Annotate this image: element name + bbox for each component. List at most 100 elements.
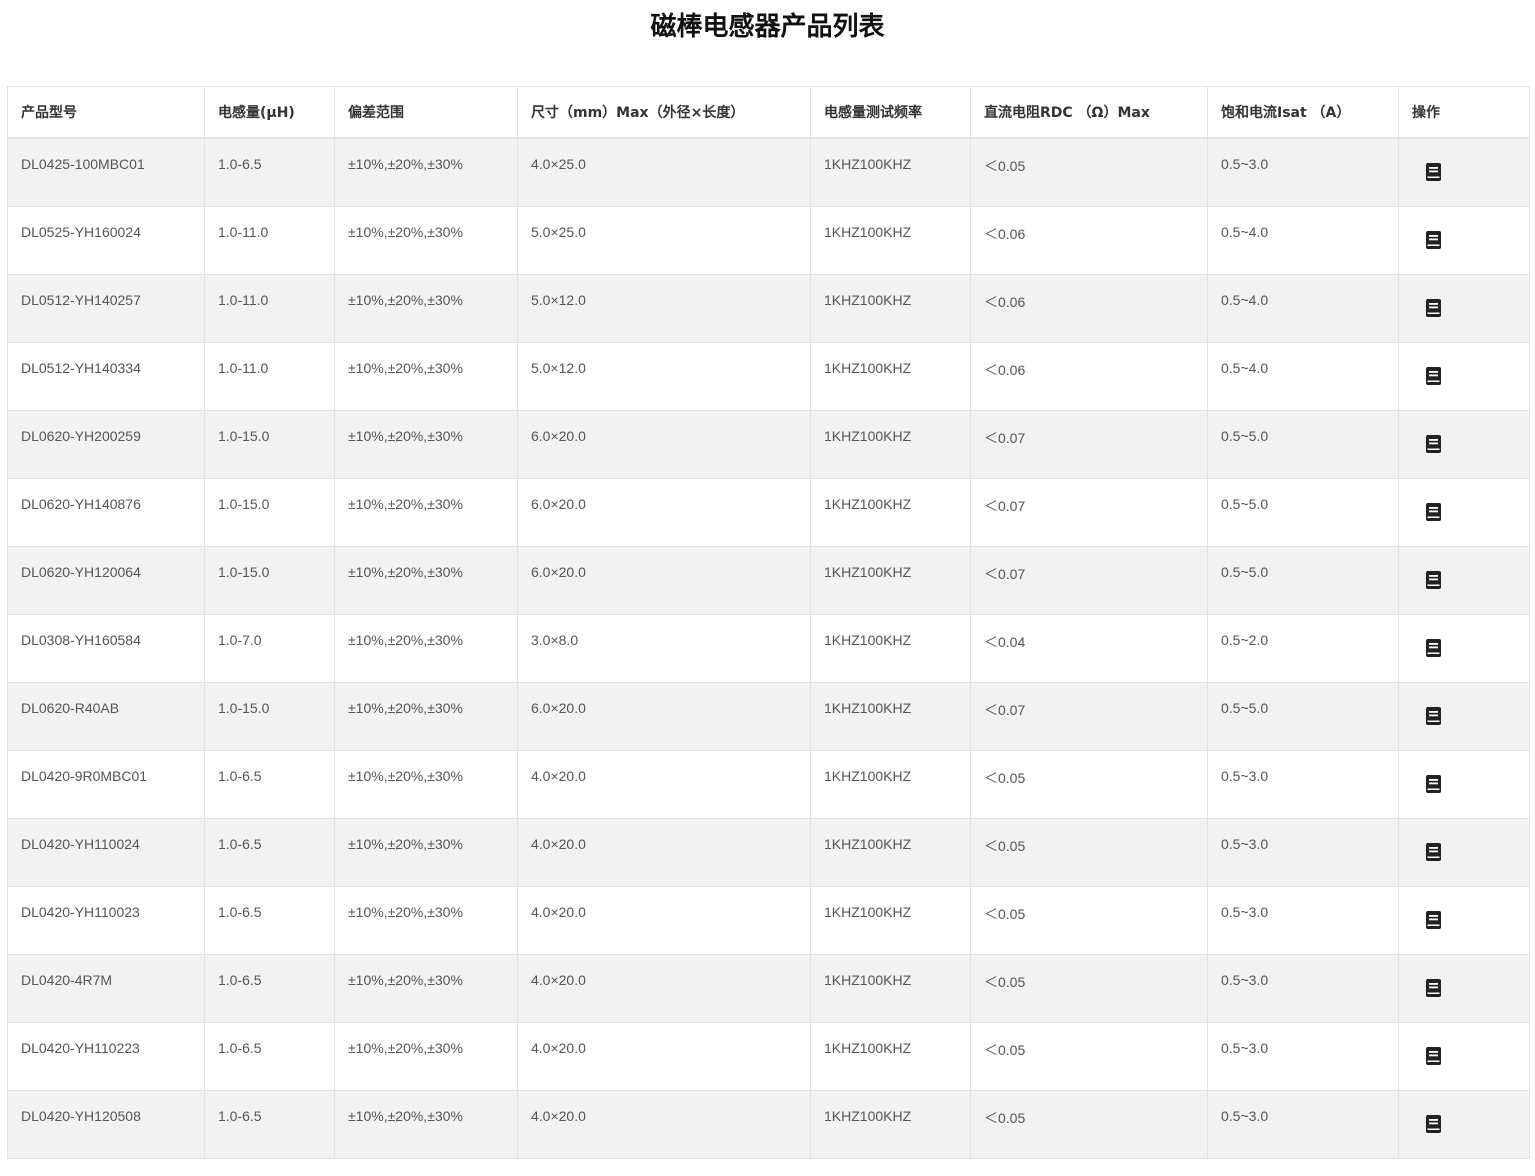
cell-tolerance: ±10%,±20%,±30% [334, 953, 518, 1023]
table-row: DL0420-YH110024 1.0-6.5 ±10%,±20%,±30% 4.0×… [7, 817, 1530, 887]
table-row: DL0308-YH160584 1.0-7.0 ±10%,±20%,±30% 3.0×… [7, 613, 1530, 683]
book-icon[interactable] [1426, 230, 1441, 252]
cell-model: DL0420-4R7M [7, 953, 205, 1023]
table-header-row: 产品型号 电感量(μH) 偏差范围 尺寸（mm）Max（外径×长度） 电感量测试频率 直流… [7, 86, 1530, 139]
cell-action [1398, 749, 1530, 819]
cell-inductance: 1.0-6.5 [204, 817, 335, 887]
cell-saturation-current: 0.5~4.0 [1207, 341, 1399, 411]
cell-dc-resistance: ＜0.06 [970, 341, 1208, 411]
cell-tolerance: ±10%,±20%,±30% [334, 273, 518, 343]
cell-dc-resistance: ＜0.07 [970, 545, 1208, 615]
cell-test-frequency: 1KHZ100KHZ [810, 953, 971, 1023]
table-row: DL0420-YH120508 1.0-6.5 ±10%,±20%,±30% 4.0×… [7, 1089, 1530, 1159]
cell-model: DL0620-R40AB [7, 681, 205, 751]
cell-action [1398, 273, 1530, 343]
cell-test-frequency: 1KHZ100KHZ [810, 409, 971, 479]
book-icon[interactable] [1426, 774, 1441, 796]
book-icon[interactable] [1426, 706, 1441, 728]
cell-saturation-current: 0.5~4.0 [1207, 273, 1399, 343]
cell-tolerance: ±10%,±20%,±30% [334, 1021, 518, 1091]
cell-model: DL0620-YH120064 [7, 545, 205, 615]
book-icon[interactable] [1426, 502, 1441, 524]
cell-size: 4.0×20.0 [517, 817, 811, 887]
book-icon[interactable] [1426, 1046, 1441, 1068]
table-row: DL0420-4R7M 1.0-6.5 ±10%,±20%,±30% 4.0×20.0… [7, 953, 1530, 1023]
cell-model: DL0620-YH140876 [7, 477, 205, 547]
column-header-dc-resistance: 直流电阻RDC （Ω）Max [970, 86, 1208, 139]
cell-dc-resistance: ＜0.05 [970, 1089, 1208, 1159]
cell-model: DL0620-YH200259 [7, 409, 205, 479]
cell-dc-resistance: ＜0.05 [970, 953, 1208, 1023]
cell-model: DL0420-YH110024 [7, 817, 205, 887]
column-header-model: 产品型号 [7, 86, 205, 139]
cell-action [1398, 953, 1530, 1023]
cell-tolerance: ±10%,±20%,±30% [334, 681, 518, 751]
table-row: DL0512-YH140257 1.0-11.0 ±10%,±20%,±30% 5.0… [7, 273, 1530, 343]
book-icon[interactable] [1426, 434, 1441, 456]
cell-tolerance: ±10%,±20%,±30% [334, 749, 518, 819]
cell-size: 4.0×20.0 [517, 953, 811, 1023]
book-icon[interactable] [1426, 842, 1441, 864]
cell-inductance: 1.0-6.5 [204, 749, 335, 819]
cell-model: DL0512-YH140334 [7, 341, 205, 411]
cell-model: DL0420-9R0MBC01 [7, 749, 205, 819]
cell-test-frequency: 1KHZ100KHZ [810, 885, 971, 955]
cell-size: 5.0×12.0 [517, 273, 811, 343]
column-header-inductance: 电感量(μH) [204, 86, 335, 139]
cell-model: DL0525-YH160024 [7, 205, 205, 275]
cell-dc-resistance: ＜0.05 [970, 885, 1208, 955]
cell-model: DL0308-YH160584 [7, 613, 205, 683]
table-row: DL0525-YH160024 1.0-11.0 ±10%,±20%,±30% 5.0… [7, 205, 1530, 275]
cell-size: 5.0×25.0 [517, 205, 811, 275]
cell-test-frequency: 1KHZ100KHZ [810, 477, 971, 547]
cell-model: DL0425-100MBC01 [7, 137, 205, 207]
table-row: DL0420-YH110023 1.0-6.5 ±10%,±20%,±30% 4.0×… [7, 885, 1530, 955]
cell-dc-resistance: ＜0.06 [970, 205, 1208, 275]
book-icon[interactable] [1426, 978, 1441, 1000]
page-title: 磁棒电感器产品列表 [650, 12, 885, 42]
cell-size: 6.0×20.0 [517, 545, 811, 615]
cell-test-frequency: 1KHZ100KHZ [810, 817, 971, 887]
book-icon[interactable] [1426, 910, 1441, 932]
cell-inductance: 1.0-15.0 [204, 681, 335, 751]
cell-dc-resistance: ＜0.07 [970, 477, 1208, 547]
cell-saturation-current: 0.5~3.0 [1207, 953, 1399, 1023]
cell-dc-resistance: ＜0.04 [970, 613, 1208, 683]
book-icon[interactable] [1426, 638, 1441, 660]
book-icon[interactable] [1426, 570, 1441, 592]
cell-dc-resistance: ＜0.05 [970, 749, 1208, 819]
table-row: DL0620-YH120064 1.0-15.0 ±10%,±20%,±30% 6.0… [7, 545, 1530, 615]
cell-test-frequency: 1KHZ100KHZ [810, 749, 971, 819]
cell-tolerance: ±10%,±20%,±30% [334, 205, 518, 275]
cell-saturation-current: 0.5~3.0 [1207, 1089, 1399, 1159]
table-row: DL0620-YH140876 1.0-15.0 ±10%,±20%,±30% 6.0… [7, 477, 1530, 547]
cell-saturation-current: 0.5~3.0 [1207, 885, 1399, 955]
cell-saturation-current: 0.5~5.0 [1207, 545, 1399, 615]
cell-test-frequency: 1KHZ100KHZ [810, 1021, 971, 1091]
book-icon[interactable] [1426, 1114, 1441, 1136]
cell-tolerance: ±10%,±20%,±30% [334, 1089, 518, 1159]
cell-saturation-current: 0.5~3.0 [1207, 817, 1399, 887]
table-row: DL0420-YH110223 1.0-6.5 ±10%,±20%,±30% 4.0×… [7, 1021, 1530, 1091]
column-header-size: 尺寸（mm）Max（外径×长度） [517, 86, 811, 139]
cell-test-frequency: 1KHZ100KHZ [810, 681, 971, 751]
cell-saturation-current: 0.5~5.0 [1207, 681, 1399, 751]
cell-action [1398, 681, 1530, 751]
cell-size: 3.0×8.0 [517, 613, 811, 683]
cell-size: 6.0×20.0 [517, 409, 811, 479]
book-icon[interactable] [1426, 366, 1441, 388]
cell-dc-resistance: ＜0.06 [970, 273, 1208, 343]
cell-model: DL0420-YH110223 [7, 1021, 205, 1091]
cell-inductance: 1.0-6.5 [204, 1089, 335, 1159]
cell-tolerance: ±10%,±20%,±30% [334, 885, 518, 955]
table-row: DL0425-100MBC01 1.0-6.5 ±10%,±20%,±30% 4.0×… [7, 137, 1530, 207]
cell-saturation-current: 0.5~2.0 [1207, 613, 1399, 683]
cell-dc-resistance: ＜0.05 [970, 1021, 1208, 1091]
cell-inductance: 1.0-7.0 [204, 613, 335, 683]
book-icon[interactable] [1426, 163, 1441, 184]
book-icon[interactable] [1426, 298, 1441, 320]
cell-tolerance: ±10%,±20%,±30% [334, 817, 518, 887]
cell-test-frequency: 1KHZ100KHZ [810, 613, 971, 683]
cell-inductance: 1.0-6.5 [204, 1021, 335, 1091]
cell-action [1398, 613, 1530, 683]
